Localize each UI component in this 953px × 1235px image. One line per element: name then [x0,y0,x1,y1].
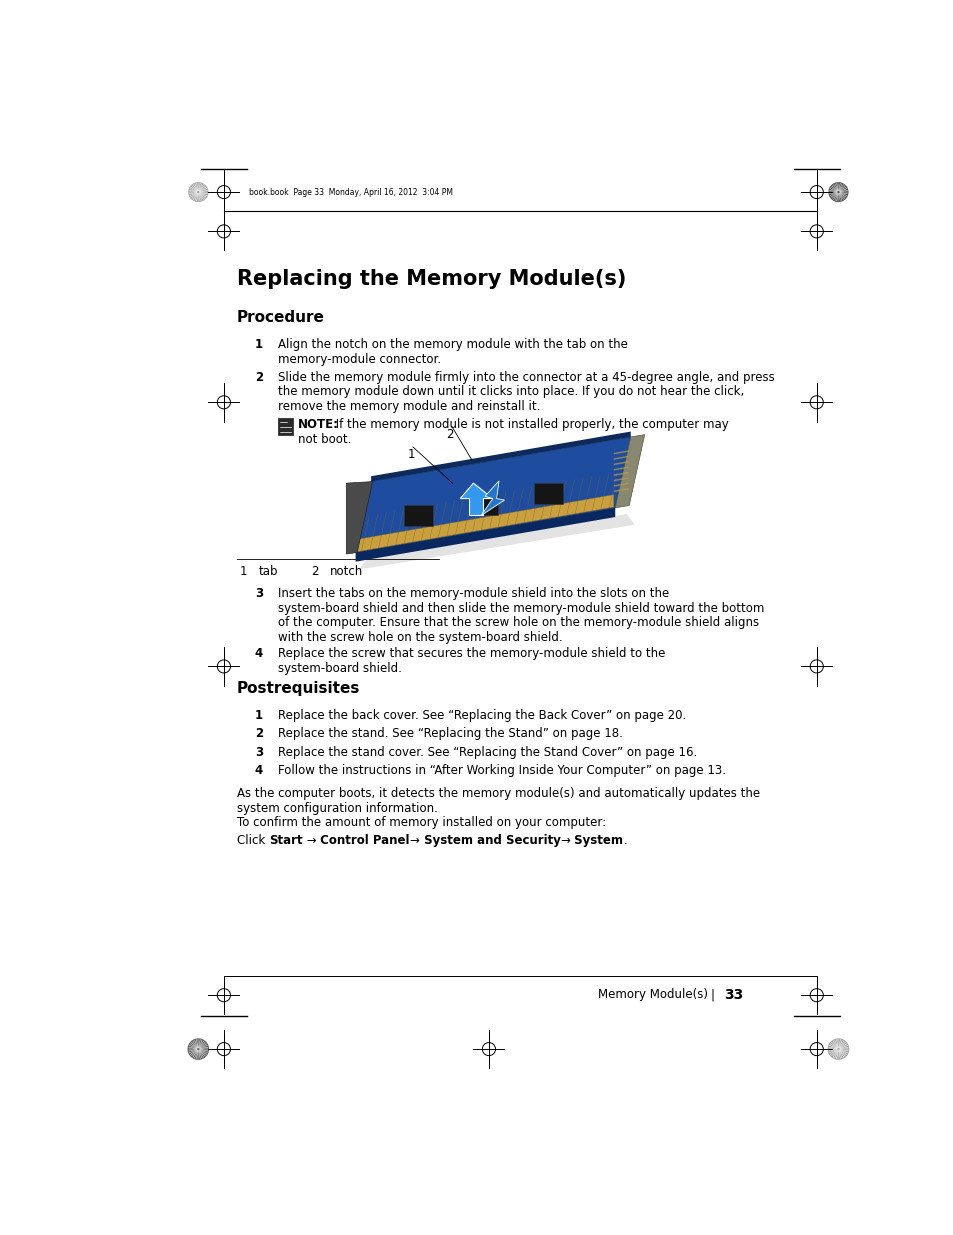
Circle shape [187,1039,209,1060]
Text: 2: 2 [254,370,263,384]
Text: →: → [560,835,570,847]
Text: NOTE:: NOTE: [298,419,339,431]
Text: Align the notch on the memory module with the tab on the: Align the notch on the memory module wit… [278,338,627,352]
Polygon shape [480,480,504,515]
Text: Follow the instructions in “After Working Inside Your Computer” on page 13.: Follow the instructions in “After Workin… [278,764,725,777]
Text: As the computer boots, it detects the memory module(s) and automatically updates: As the computer boots, it detects the me… [236,787,760,800]
Polygon shape [359,514,634,569]
Bar [278,417,293,436]
Text: Replace the stand. See “Replacing the Stand” on page 18.: Replace the stand. See “Replacing the St… [278,727,622,740]
Text: 4: 4 [254,647,263,661]
Text: 3: 3 [254,587,263,600]
Text: 3: 3 [254,746,263,758]
Text: memory-module connector.: memory-module connector. [278,353,441,366]
Text: Control Panel: Control Panel [316,835,410,847]
Text: 2: 2 [254,727,263,740]
Text: notch: notch [330,564,363,578]
Text: →: → [302,835,316,847]
Text: the memory module down until it clicks into place. If you do not hear the click,: the memory module down until it clicks i… [278,385,743,399]
Circle shape [188,182,208,203]
Text: Click: Click [236,835,269,847]
Text: 1: 1 [254,709,263,721]
Text: 4: 4 [254,764,263,777]
Text: Replace the screw that secures the memory-module shield to the: Replace the screw that secures the memor… [278,647,665,661]
Text: Slide the memory module firmly into the connector at a 45-degree angle, and pres: Slide the memory module firmly into the … [278,370,774,384]
Text: system-board shield and then slide the memory-module shield toward the bottom: system-board shield and then slide the m… [278,601,763,615]
Circle shape [827,1039,848,1060]
Text: system configuration information.: system configuration information. [236,802,437,815]
Text: 33: 33 [723,988,742,1003]
Polygon shape [403,505,433,526]
Text: Procedure: Procedure [236,310,325,325]
Text: System: System [570,835,622,847]
Text: .: . [622,835,626,847]
Text: 1: 1 [407,448,415,462]
Text: Replacing the Memory Module(s): Replacing the Memory Module(s) [236,269,626,289]
Text: Start: Start [269,835,302,847]
Text: Replace the back cover. See “Replacing the Back Cover” on page 20.: Replace the back cover. See “Replacing t… [278,709,685,721]
Text: System and Security: System and Security [419,835,560,847]
Polygon shape [346,482,373,555]
Text: Replace the stand cover. See “Replacing the Stand Cover” on page 16.: Replace the stand cover. See “Replacing … [278,746,697,758]
Text: tab: tab [258,564,278,578]
Text: Insert the tabs on the memory-module shield into the slots on the: Insert the tabs on the memory-module shi… [278,587,669,600]
Text: system-board shield.: system-board shield. [278,662,401,674]
Polygon shape [615,435,644,508]
Polygon shape [533,483,562,504]
Text: of the computer. Ensure that the screw hole on the memory-module shield aligns: of the computer. Ensure that the screw h… [278,616,759,630]
Text: If the memory module is not installed properly, the computer may: If the memory module is not installed pr… [332,419,728,431]
Text: |: | [709,988,714,1002]
Polygon shape [371,431,630,482]
Text: 1: 1 [254,338,263,352]
Polygon shape [356,495,613,552]
Polygon shape [355,437,630,552]
Text: 2: 2 [311,564,318,578]
Circle shape [827,182,847,203]
Polygon shape [459,483,493,515]
Polygon shape [468,494,497,515]
Text: To confirm the amount of memory installed on your computer:: To confirm the amount of memory installe… [236,816,605,829]
Text: Memory Module(s): Memory Module(s) [598,988,707,1002]
Text: not boot.: not boot. [298,433,352,446]
Text: book.book  Page 33  Monday, April 16, 2012  3:04 PM: book.book Page 33 Monday, April 16, 2012… [249,188,453,196]
Text: Postrequisites: Postrequisites [236,680,360,697]
Text: with the screw hole on the system-board shield.: with the screw hole on the system-board … [278,631,562,643]
Text: →: → [410,835,419,847]
Text: 2: 2 [446,427,454,441]
Polygon shape [355,508,615,562]
Text: 1: 1 [239,564,247,578]
Text: remove the memory module and reinstall it.: remove the memory module and reinstall i… [278,400,540,412]
